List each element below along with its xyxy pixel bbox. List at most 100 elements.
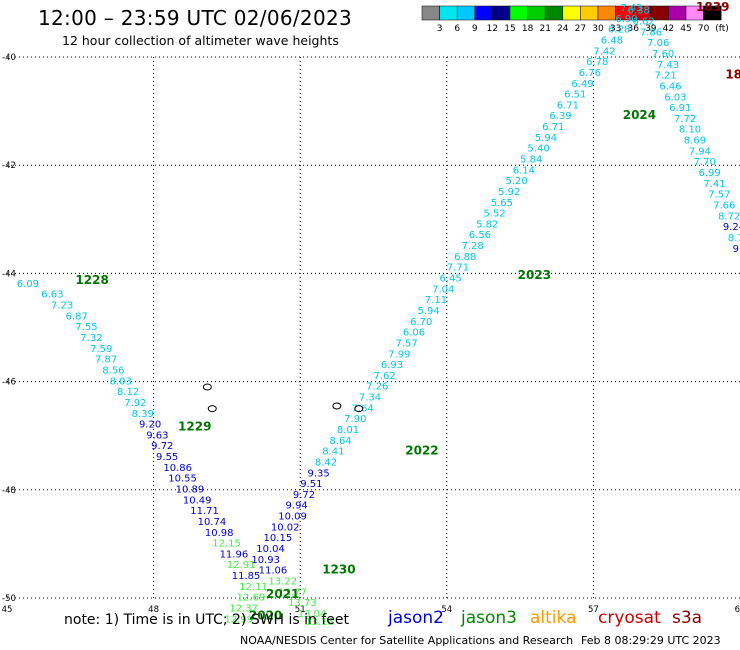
wave-height-label: 5.65 xyxy=(491,198,513,209)
wave-height-label: 10.09 xyxy=(278,512,307,523)
wave-height-label: 13.73 xyxy=(288,598,317,609)
wave-height-label: 6.28 xyxy=(608,25,630,36)
wave-height-label: 12.99 xyxy=(224,614,253,625)
wave-height-label: 6.99 xyxy=(698,168,720,179)
wave-height-label: 8.42 xyxy=(315,457,337,468)
scale-swatch xyxy=(668,5,687,21)
wave-height-label: 8.64 xyxy=(330,436,352,447)
scale-label: 21 xyxy=(539,24,550,34)
wave-height-label: 6.45 xyxy=(439,274,461,285)
wave-height-label: 5.84 xyxy=(520,154,542,165)
wave-height-label: 6.88 xyxy=(454,252,476,263)
wave-height-label: 7.71 xyxy=(447,263,469,274)
wave-height-label: 6.63 xyxy=(41,290,63,301)
pass-time-label: 2022 xyxy=(405,444,438,458)
wave-height-label: 9.35 xyxy=(308,468,330,479)
scale-swatch xyxy=(439,5,458,21)
scale-swatch xyxy=(492,5,511,21)
chart-title: 12:00 – 23:59 UTC 02/06/2023 xyxy=(38,6,353,30)
pass-time-label: 2023 xyxy=(518,268,551,282)
wave-height-label: 6.93 xyxy=(381,360,403,371)
wave-height-label: 10.98 xyxy=(205,528,234,539)
wave-height-label: 7.99 xyxy=(388,349,410,360)
island-outline xyxy=(354,405,364,413)
wave-height-label: 10.02 xyxy=(271,522,300,533)
wave-height-label: 10.15 xyxy=(264,533,293,544)
chart-subtitle: 12 hour collection of altimeter wave hei… xyxy=(62,33,339,48)
x-tick-label: 45 xyxy=(2,605,13,615)
wave-height-label: 7.87 xyxy=(95,355,117,366)
wave-height-label: 6.38 xyxy=(628,6,650,17)
wave-height-label: 6.70 xyxy=(410,317,432,328)
wave-height-label: 6.39 xyxy=(549,111,571,122)
wave-height-label: 9.19 xyxy=(733,244,740,255)
wave-height-label: 6.56 xyxy=(469,230,491,241)
y-tick-label: -40 xyxy=(2,53,16,63)
scale-label: 3 xyxy=(437,24,443,34)
wave-height-label: 6.87 xyxy=(66,311,88,322)
scale-label: 39 xyxy=(645,24,657,34)
credit-line: NOAA/NESDIS Center for Satellite Applica… xyxy=(240,634,574,647)
wave-height-label: 7.55 xyxy=(75,322,97,333)
scale-label: 6 xyxy=(454,24,460,34)
wave-height-label: 10.93 xyxy=(251,555,280,566)
wave-height-label: 7.70 xyxy=(694,157,716,168)
wave-height-label: 10.89 xyxy=(176,485,205,496)
wave-height-label: 7.57 xyxy=(708,190,730,201)
pass-time-label: 2021 xyxy=(266,587,299,601)
scale-label: 70 xyxy=(698,24,710,34)
scale-swatch xyxy=(562,5,581,21)
x-tick-label: 54 xyxy=(441,605,452,615)
wave-height-label: 5.40 xyxy=(527,144,549,155)
wave-height-label: 10.49 xyxy=(183,495,212,506)
wave-height-label: 12.15 xyxy=(212,539,241,550)
wave-height-label: 6.06 xyxy=(403,328,425,339)
wave-height-label: 7.57 xyxy=(395,338,417,349)
y-tick-label: -42 xyxy=(2,161,16,171)
pass-time-label: 1230 xyxy=(322,563,355,577)
wave-height-label: 7.28 xyxy=(461,241,483,252)
wave-height-label: 6.91 xyxy=(669,103,691,114)
wave-height-label: 13.16 xyxy=(305,617,334,628)
wave-height-label: 5.82 xyxy=(476,219,498,230)
wave-height-label: 6.03 xyxy=(664,92,686,103)
wave-height-label: 7.62 xyxy=(374,371,396,382)
scale-swatch xyxy=(509,5,528,21)
wave-height-label: 6.78 xyxy=(586,57,608,68)
wave-height-label: 8.39 xyxy=(132,409,154,420)
wave-height-label: 7.41 xyxy=(703,179,725,190)
wave-height-label: 7.92 xyxy=(124,398,146,409)
scale-label: 15 xyxy=(504,24,515,34)
scale-label: 9 xyxy=(472,24,478,34)
scale-swatch xyxy=(421,5,440,21)
scale-label: 18 xyxy=(522,24,534,34)
scale-label: 27 xyxy=(575,24,586,34)
wave-height-label: 7.32 xyxy=(80,333,102,344)
y-tick-label: -48 xyxy=(2,486,16,496)
wave-height-label: 6.14 xyxy=(513,165,535,176)
pass-time-label: 2024 xyxy=(623,108,656,122)
scale-swatch xyxy=(544,5,564,21)
wave-height-label: 10.74 xyxy=(198,517,227,528)
pass-time-label: 1228 xyxy=(75,273,108,287)
wave-height-label: 7.21 xyxy=(654,71,676,82)
wave-height-label: 9.51 xyxy=(300,479,322,490)
scale-swatch xyxy=(474,5,493,21)
wave-height-label: 8.69 xyxy=(684,136,706,147)
wave-height-label: 5.20 xyxy=(505,176,527,187)
satellite-jason2: jason2 xyxy=(388,608,444,628)
wave-height-label: 7.86 xyxy=(640,27,662,38)
island-outline xyxy=(332,402,342,410)
wave-height-label: 5.94 xyxy=(417,306,439,317)
pass-time-label: 1229 xyxy=(178,419,211,433)
wave-height-label: 7.43 xyxy=(620,3,642,14)
wave-height-label: 12.91 xyxy=(227,560,256,571)
credit-timestamp: Feb 8 08:29:29 UTC 2023 xyxy=(581,634,721,647)
wave-height-label: 7.94 xyxy=(689,146,711,157)
wave-height-label: 13.77 xyxy=(278,587,307,598)
pass-time-label: 1838 xyxy=(725,68,740,82)
wave-height-label: 7.43 xyxy=(657,60,679,71)
y-tick-label: -50 xyxy=(2,594,16,604)
wave-height-label: 10.04 xyxy=(256,544,285,555)
